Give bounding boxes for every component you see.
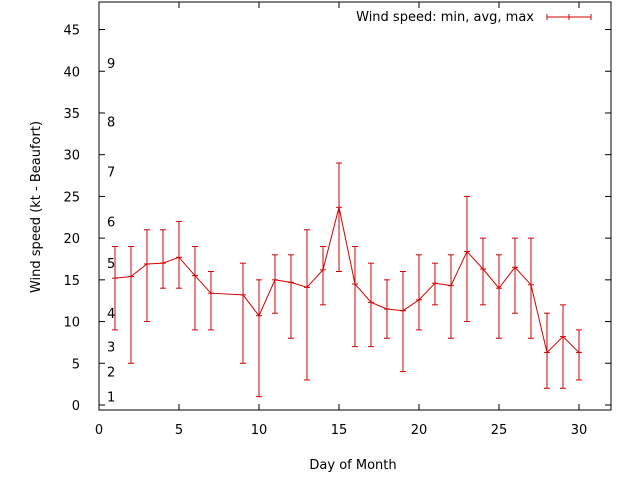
- beaufort-label: 4: [107, 307, 115, 322]
- x-tick-label: 0: [95, 423, 103, 438]
- error-bars: [112, 162, 582, 398]
- beaufort-label: 7: [107, 165, 115, 180]
- x-axis-ticks: 0 5 10 15 20 25 30: [95, 2, 587, 438]
- beaufort-scale-labels: 1 2 3 4 5 6 7 8 9: [107, 57, 115, 406]
- y-tick-label: 0: [72, 399, 80, 414]
- y-tick-label: 40: [63, 65, 80, 80]
- plot-frame: [98, 1, 612, 411]
- x-tick-label: 5: [175, 423, 183, 438]
- x-tick-label: 30: [571, 423, 588, 438]
- y-tick-label: 20: [63, 232, 80, 247]
- x-axis-label: Day of Month: [309, 458, 396, 473]
- beaufort-label: 1: [107, 391, 115, 406]
- beaufort-label: 9: [107, 57, 115, 72]
- x-tick-label: 10: [251, 423, 268, 438]
- x-tick-label: 20: [411, 423, 428, 438]
- beaufort-label: 5: [107, 257, 115, 272]
- y-tick-label: 45: [63, 24, 80, 39]
- beaufort-label: 3: [107, 341, 115, 356]
- legend-sample-icon: [546, 14, 592, 20]
- series-line: [114, 207, 580, 354]
- legend-label: Wind speed: min, avg, max: [356, 10, 534, 25]
- series-line-group: [112, 206, 582, 354]
- beaufort-label: 6: [107, 215, 115, 230]
- legend: Wind speed: min, avg, max: [356, 10, 592, 25]
- y-tick-label: 30: [63, 149, 80, 164]
- y-tick-label: 15: [63, 274, 80, 289]
- beaufort-label: 8: [107, 115, 115, 130]
- y-axis-label: Wind speed (kt - Beaufort): [29, 121, 44, 293]
- beaufort-label: 2: [107, 366, 115, 381]
- y-tick-label: 35: [63, 107, 80, 122]
- y-tick-label: 5: [72, 357, 80, 372]
- y-tick-label: 25: [63, 190, 80, 205]
- x-tick-label: 15: [331, 423, 348, 438]
- x-tick-label: 25: [491, 423, 508, 438]
- y-tick-label: 10: [63, 316, 80, 331]
